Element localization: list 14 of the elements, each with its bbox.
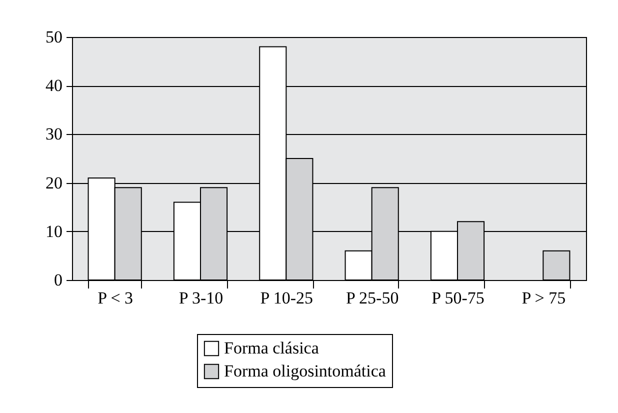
y-tick-label: 40	[46, 76, 62, 96]
y-tick-label: 20	[46, 173, 62, 192]
y-tick-label: 0	[54, 270, 62, 290]
legend-label: Forma oligosintomática	[224, 362, 386, 380]
x-tick-label: P > 75	[522, 288, 566, 308]
x-tick-label: P 25-50	[346, 288, 399, 308]
x-tick-label: P 50-75	[432, 288, 484, 308]
x-tick-label: P 3-10	[178, 288, 224, 308]
y-tick-label: 10	[46, 222, 62, 241]
legend-label: Forma clásica	[224, 338, 320, 358]
x-tick-label: P 10-25	[260, 288, 314, 308]
y-tick-label: 30	[46, 124, 62, 144]
x-tick-label: P < 3	[98, 288, 134, 308]
y-tick-label: 50	[46, 28, 62, 46]
